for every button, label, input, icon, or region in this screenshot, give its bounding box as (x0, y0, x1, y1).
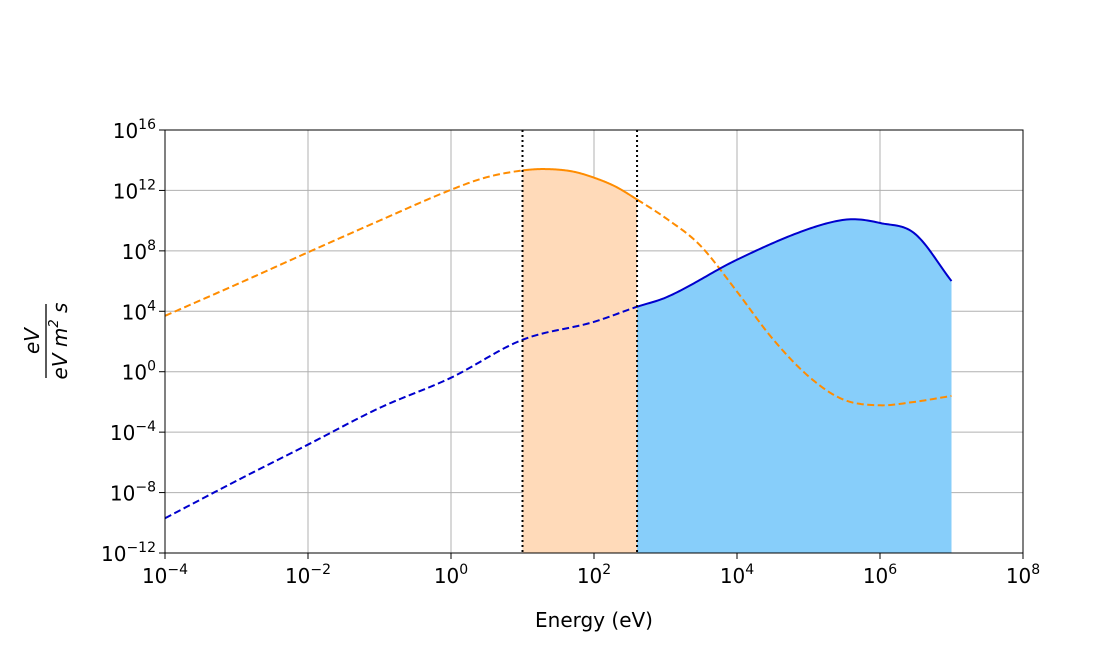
band-boundaries (521, 130, 639, 553)
y-axis-label-denominator: eV m2 s (47, 303, 72, 380)
x-tick-label: 102 (577, 562, 611, 588)
y-axis-label: eV eV m2 s (20, 303, 72, 380)
series-1-dashed-segment (164, 305, 638, 520)
y-tick-label: 10−4 (110, 419, 156, 445)
y-axis-label-den-prefix: eV m (48, 328, 72, 380)
x-axis-ticks: 10−4 10−2 100 102 104 106 108 (142, 553, 1040, 588)
y-tick-label: 104 (122, 298, 156, 324)
y-tick-label: 1016 (113, 117, 156, 143)
x-tick-label: 10−4 (142, 562, 188, 588)
series-1-shaded-area (637, 219, 952, 553)
y-axis-label-den-exp: 2 (47, 319, 62, 327)
y-axis-ticks: 10−12 10−8 10−4 100 104 108 1012 1016 (101, 117, 165, 566)
series-0-dashed-segment (164, 169, 523, 317)
y-axis-label-numerator: eV (20, 327, 44, 354)
y-tick-label: 10−12 (101, 540, 156, 566)
series-0-solid-segment (522, 168, 638, 201)
series-1-solid-segment (636, 218, 953, 308)
x-tick-label: 10−2 (285, 562, 331, 588)
x-tick-label: 106 (863, 562, 897, 588)
x-tick-label: 104 (720, 562, 754, 588)
x-tick-label: 108 (1006, 562, 1040, 588)
series-0-dashed-segment (636, 198, 952, 407)
y-tick-label: 1012 (113, 177, 156, 203)
x-tick-label: 100 (434, 562, 468, 588)
series-0-shaded-area (522, 169, 638, 554)
y-tick-label: 108 (122, 238, 156, 264)
shaded-bands (522, 169, 952, 554)
y-tick-label: 100 (122, 359, 156, 385)
y-tick-label: 10−8 (110, 480, 156, 506)
series-curves (164, 168, 953, 520)
y-axis-label-den-suffix: s (48, 303, 72, 320)
x-axis-label: Energy (eV) (535, 608, 653, 632)
